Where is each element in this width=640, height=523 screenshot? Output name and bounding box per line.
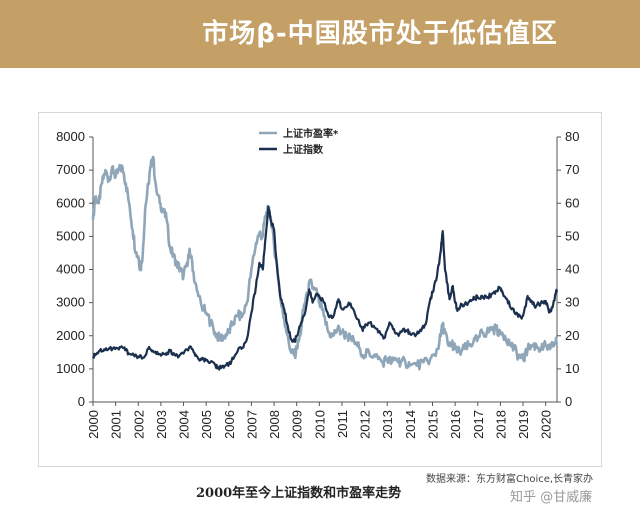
y-left-tick-label: 1000: [56, 361, 85, 376]
y-left-tick-label: 0: [78, 394, 85, 409]
y-right-tick-label: 80: [565, 129, 579, 144]
y-right-tick-label: 50: [565, 228, 579, 243]
x-tick-label: 2004: [177, 410, 192, 439]
series-line-pe-ratio: [91, 155, 559, 371]
x-tick-label: 2009: [290, 410, 305, 439]
y-right-tick-label: 60: [565, 195, 579, 210]
chart-caption: 2000年至今上证指数和市盈率走势: [196, 486, 402, 501]
y-left-tick-label: 3000: [56, 295, 85, 310]
page-title: 市场β-中国股市处于低估值区: [202, 19, 558, 49]
legend-label-pe-ratio: 上证市盈率*: [283, 127, 339, 140]
watermark: 知乎 @甘威廉: [510, 490, 593, 505]
header-band: [0, 0, 640, 68]
y-left-tick-label: 5000: [56, 228, 85, 243]
x-tick-label: 2007: [244, 410, 259, 439]
data-source-note: 数据来源：东方财富Choice,长青家办: [426, 474, 594, 485]
y-left-tick-label: 7000: [56, 162, 85, 177]
x-tick-label: 2017: [471, 410, 486, 439]
x-tick-label: 2001: [109, 410, 124, 439]
y-left-tick-label: 8000: [56, 129, 85, 144]
y-right-tick-label: 40: [565, 262, 579, 277]
x-tick-label: 2000: [86, 410, 101, 439]
series-line-index: [92, 205, 559, 371]
x-tick-label: 2018: [493, 410, 508, 439]
x-tick-label: 2011: [335, 410, 350, 438]
y-right-tick-label: 0: [565, 394, 572, 409]
x-tick-label: 2012: [358, 410, 373, 439]
legend-label-index: 上证指数: [283, 143, 324, 156]
y-right-tick-label: 20: [565, 328, 579, 343]
x-tick-label: 2013: [380, 410, 395, 439]
y-right-tick-label: 70: [565, 162, 579, 177]
x-tick-label: 2010: [312, 410, 327, 439]
y-left-tick-label: 6000: [56, 195, 85, 210]
x-tick-label: 2019: [516, 410, 531, 439]
y-right-tick-label: 10: [565, 361, 579, 376]
chart: 0 1000 2000 3000 4000 5000 6000 7000 8000 0 10 20 30…: [56, 127, 579, 439]
x-tick-label: 2002: [131, 410, 146, 439]
x-tick-label: 2005: [199, 410, 214, 439]
x-tick-label: 2015: [426, 410, 441, 439]
x-tick-label: 2008: [267, 410, 282, 439]
x-tick-label: 2014: [403, 410, 418, 439]
chart-frame: 0 1000 2000 3000 4000 5000 6000 7000 8000 0 10 20 30…: [38, 112, 602, 467]
x-tick-label: 2006: [222, 410, 237, 439]
x-tick-label: 2003: [154, 410, 169, 439]
x-tick-label: 2016: [448, 410, 463, 439]
y-right-tick-label: 30: [565, 295, 579, 310]
y-left-tick-label: 2000: [56, 328, 85, 343]
y-left-tick-label: 4000: [56, 262, 85, 277]
x-tick-label: 2020: [539, 410, 554, 439]
